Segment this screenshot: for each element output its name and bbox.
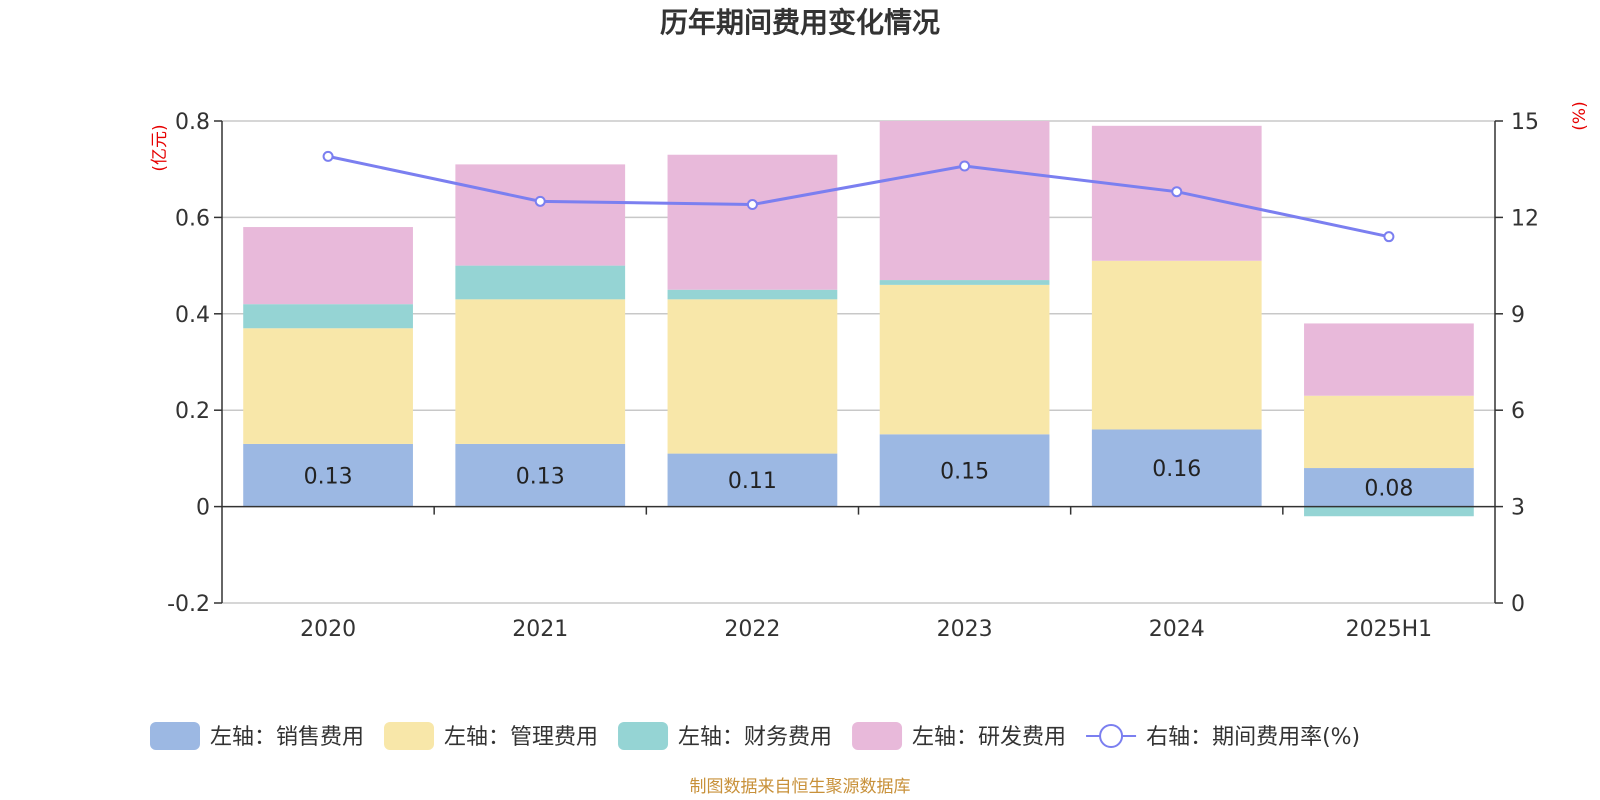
bar-segment: [243, 227, 413, 305]
right-axis-unit: (%): [1570, 101, 1590, 130]
bar-segment: [1091, 429, 1262, 507]
bar-segment: [667, 289, 838, 300]
left-tick-label: 0.4: [175, 303, 210, 328]
bar-segment: [1304, 323, 1474, 396]
bar-data-label: 0.15: [940, 459, 989, 484]
right-tick-label: 3: [1511, 496, 1525, 521]
bar-segment: [455, 299, 626, 444]
legend-swatch: [150, 722, 200, 750]
bar-data-label: 0.16: [1152, 457, 1201, 482]
chart-title: 历年期间费用变化情况: [660, 6, 940, 39]
bar-segment: [879, 280, 1050, 285]
legend-label: 左轴：财务费用: [678, 725, 832, 750]
axis-layer: -0.2 0 0.2 0.4 0.6 0.8 0 3 6 9 12 15 (亿元) (%) 2020 2021…: [150, 101, 1590, 642]
legend-swatch: [384, 722, 435, 750]
x-tick-label: 2021: [512, 617, 568, 642]
line-point: [1383, 231, 1395, 243]
bar-data-label: 0.13: [304, 464, 353, 489]
right-tick-label: 15: [1511, 110, 1539, 135]
left-tick-label: -0.2: [167, 592, 210, 617]
x-tick-label: 2023: [937, 617, 993, 642]
bar-layer: [243, 121, 1474, 517]
legend-swatch: [852, 722, 903, 750]
legend-label: 左轴：管理费用: [444, 725, 598, 750]
bar-segment: [1304, 506, 1474, 517]
bar-data-label: 0.08: [1364, 476, 1413, 501]
x-tick-label: 2025H1: [1346, 617, 1433, 642]
bar-segment: [667, 299, 838, 454]
x-tick-label: 2022: [724, 617, 780, 642]
line-point: [1171, 186, 1183, 198]
bar-segment: [879, 284, 1050, 435]
left-tick-label: 0.2: [175, 399, 210, 424]
line-point: [959, 160, 971, 172]
line-point: [534, 195, 546, 207]
legend-label: 左轴：研发费用: [912, 725, 1066, 750]
source-note: 制图数据来自恒生聚源数据库: [690, 777, 911, 797]
x-tick-label: 2020: [300, 617, 356, 642]
line-point: [746, 199, 758, 211]
series-line: [327, 154, 1390, 239]
bar-segment: [667, 453, 838, 507]
bar-segment: [1304, 468, 1474, 507]
left-tick-label: 0.8: [175, 110, 210, 135]
bar-segment: [879, 121, 1050, 281]
left-tick-label: 0: [196, 496, 210, 521]
left-tick-label: 0.6: [175, 206, 210, 231]
right-tick-label: 0: [1511, 592, 1525, 617]
grid-layer: [222, 120, 1495, 604]
legend: 左轴：销售费用 左轴：管理费用 左轴：财务费用 左轴：研发费用 右轴：期间费用率(%): [150, 722, 1360, 750]
right-tick-label: 9: [1511, 303, 1525, 328]
legend-label: 左轴：销售费用: [210, 725, 364, 750]
right-tick-label: 12: [1511, 206, 1539, 231]
bar-data-label: 0.11: [728, 469, 777, 494]
bar-segment: [455, 164, 626, 266]
bar-segment: [243, 328, 413, 444]
left-axis-unit: (亿元): [150, 124, 170, 171]
bar-segment: [1304, 395, 1474, 469]
bar-data-label: 0.13: [516, 464, 565, 489]
label-layer: 0.13 0.13 0.11 0.15 0.16 0.08: [304, 457, 1414, 501]
bar-segment: [667, 154, 838, 290]
legend-swatch-marker: [1099, 724, 1124, 748]
x-tick-label: 2024: [1149, 617, 1205, 642]
line-layer: [322, 150, 1395, 243]
bar-segment: [455, 443, 626, 507]
legend-label: 右轴：期间费用率(%): [1146, 725, 1360, 750]
legend-swatch: [618, 722, 669, 750]
bar-segment: [243, 304, 413, 329]
right-tick-label: 6: [1511, 399, 1525, 424]
bar-segment: [455, 265, 626, 300]
bar-segment: [243, 443, 413, 507]
line-point: [322, 150, 334, 162]
bar-segment: [879, 434, 1050, 507]
bar-segment: [1091, 260, 1262, 430]
